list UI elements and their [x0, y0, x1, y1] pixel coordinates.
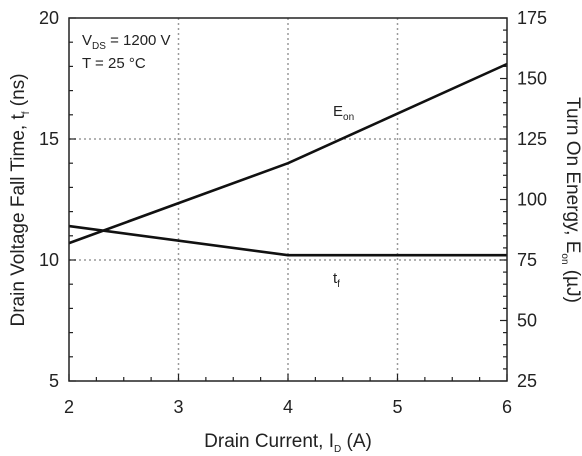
left-y-axis-title: Drain Voltage Fall Time, tf (ns)	[8, 73, 32, 326]
right-y-tick-labels: 25 50 75 100 125 150 175	[517, 8, 547, 391]
plot-frame	[68, 17, 508, 382]
x-tick-label: 6	[502, 397, 512, 417]
series-label-tf: tf	[333, 270, 340, 290]
right-y-tick-label: 75	[517, 250, 537, 270]
right-y-tick-label: 100	[517, 190, 547, 210]
left-y-tick-label: 20	[39, 8, 59, 28]
right-y-tick-label: 125	[517, 129, 547, 149]
series-line-eon	[68, 62, 508, 245]
x-tick-label: 5	[392, 397, 402, 417]
series-label-eon: Eon	[333, 103, 354, 123]
x-tick-labels: 2 3 4 5 6	[64, 397, 512, 417]
x-tick-label: 3	[173, 397, 183, 417]
x-axis-title: Drain Current, ID (A)	[204, 431, 372, 455]
right-y-axis-title: Turn On Energy, Eon (µJ)	[559, 97, 582, 303]
left-y-tick-label: 5	[49, 371, 59, 391]
right-y-tick-label: 50	[517, 311, 537, 331]
grid-lines	[69, 18, 507, 381]
left-y-tick-label: 10	[39, 250, 59, 270]
series-line-tf	[68, 224, 507, 257]
annotation-vds: VDS = 1200 V	[82, 32, 171, 52]
series-layer	[68, 62, 508, 257]
left-y-tick-labels: 5 10 15 20	[39, 8, 59, 391]
x-tick-label: 4	[283, 397, 293, 417]
annotation-temperature: T = 25 °C	[82, 55, 146, 72]
right-y-tick-label: 175	[517, 8, 547, 28]
x-tick-label: 2	[64, 397, 74, 417]
right-y-tick-label: 25	[517, 371, 537, 391]
right-y-tick-label: 150	[517, 69, 547, 89]
left-y-tick-label: 15	[39, 129, 59, 149]
